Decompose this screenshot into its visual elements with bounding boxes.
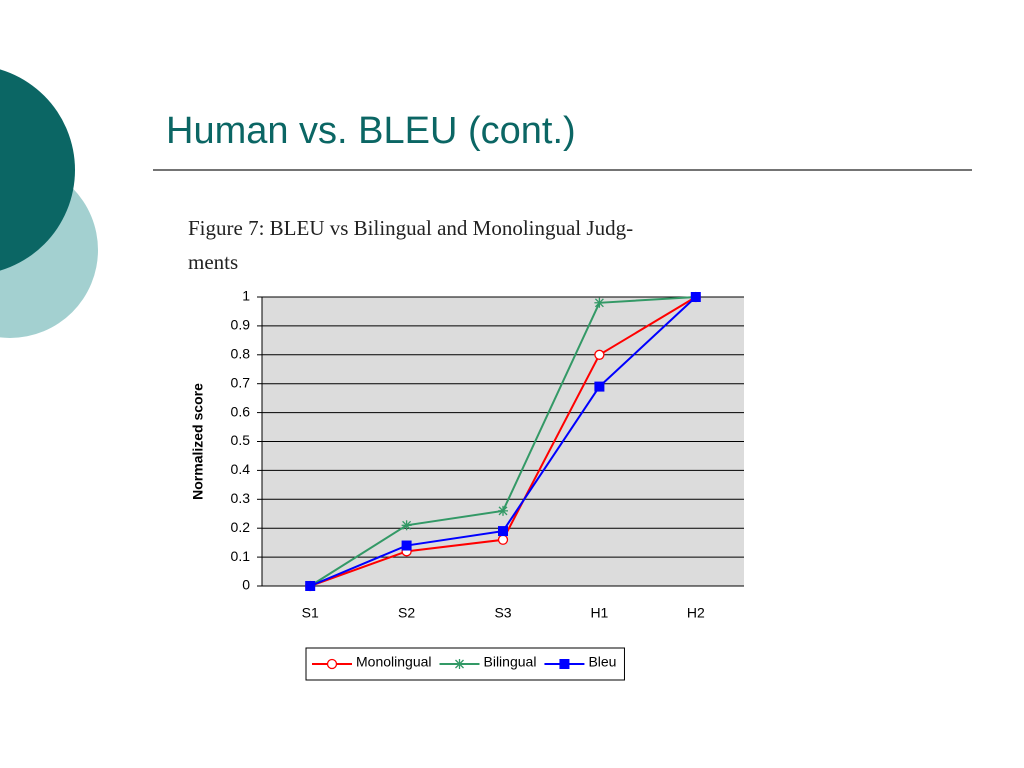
marker	[498, 505, 508, 516]
caption-line: Figure 7: BLEU vs Bilingual and Monoling…	[188, 216, 633, 240]
slide-title: Human vs. BLEU (cont.)	[166, 110, 576, 152]
caption-line: ments	[188, 250, 238, 274]
y-tick-label: 0.5	[231, 432, 251, 448]
y-axis-label: Normalized score	[190, 383, 206, 500]
y-tick-label: 0.6	[231, 403, 251, 419]
legend-label: Bilingual	[484, 654, 537, 670]
y-tick-label: 1	[242, 288, 250, 304]
y-tick-label: 0	[242, 577, 250, 593]
marker	[401, 520, 412, 531]
legend-label: Bleu	[588, 654, 616, 670]
marker	[559, 659, 570, 669]
marker	[690, 292, 701, 302]
y-tick-label: 0.8	[231, 346, 251, 362]
y-tick-label: 0.1	[231, 548, 251, 564]
marker	[594, 381, 605, 392]
marker	[326, 658, 338, 670]
marker-stroke	[455, 659, 464, 669]
legend-label: Monolingual	[356, 654, 432, 670]
legend: Monolingual Bilingual Bleu	[305, 647, 625, 681]
marker	[498, 526, 508, 537]
marker	[305, 581, 316, 591]
x-tick-label: S2	[398, 605, 415, 621]
marker	[594, 349, 605, 360]
marker	[454, 659, 465, 669]
x-tick-label: S1	[302, 605, 319, 621]
y-tick-label: 0.7	[231, 374, 251, 390]
marker	[594, 297, 605, 308]
y-tick-label: 0.4	[231, 461, 251, 477]
chart: 0 0.1 0.2 0.3 0.4 0.5 0.6 0.7 0.8 0.9 1 Normalized …	[190, 288, 744, 681]
y-tick-label: 0.3	[231, 490, 251, 506]
marker-stroke	[498, 506, 508, 516]
marker-stroke	[594, 298, 604, 308]
y-tick-label: 0.2	[231, 519, 251, 535]
marker	[497, 534, 509, 545]
y-tick-label: 0.9	[231, 317, 251, 333]
x-tick-label: H1	[590, 605, 608, 621]
x-tick-label: S3	[494, 605, 511, 621]
marker	[401, 540, 412, 551]
x-tick-label: H2	[687, 605, 705, 621]
marker-stroke	[402, 520, 412, 530]
decor-circle	[0, 69, 75, 271]
